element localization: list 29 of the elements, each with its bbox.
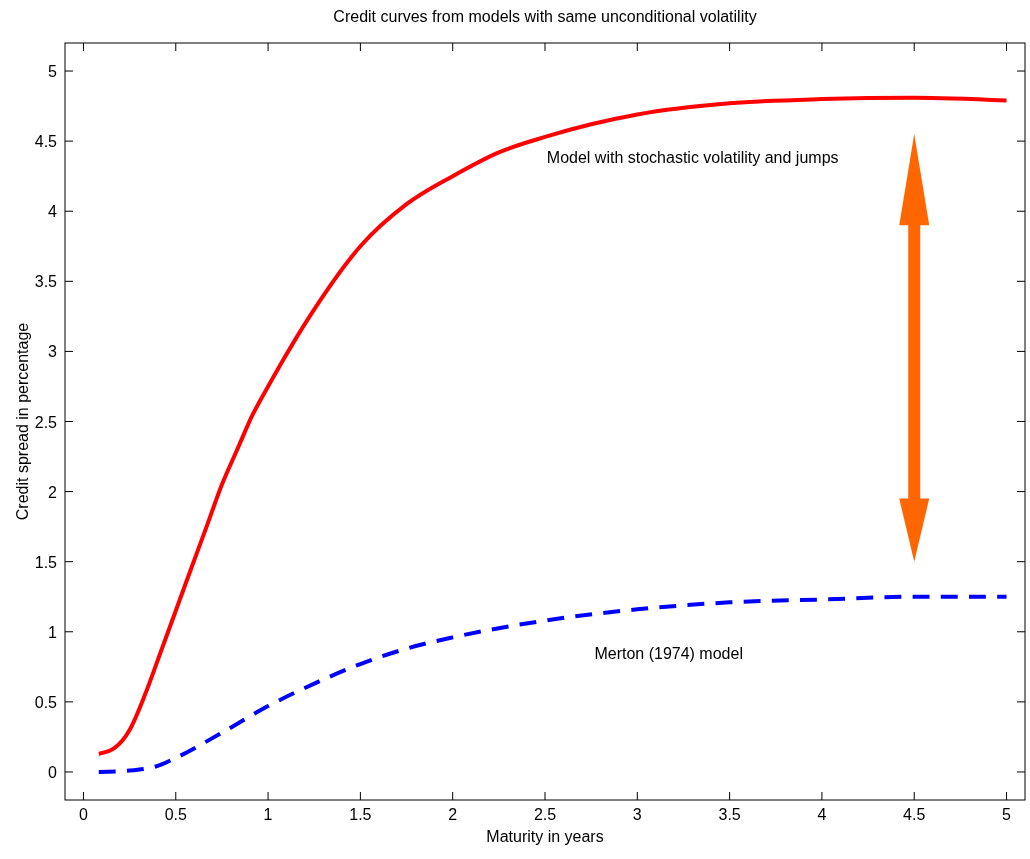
line-series — [96, 594, 1009, 774]
y-tick-label: 4.5 — [34, 133, 58, 151]
x-tick-label: 3.5 — [718, 806, 741, 823]
series-label: Model with stochastic volatility and jumps — [546, 148, 839, 166]
y-tick-label: 3 — [48, 343, 58, 361]
x-tick-label: 4 — [817, 806, 827, 823]
x-tick-label: 0 — [79, 806, 89, 823]
chart-title: Credit curves from models with same unconditional volatility — [333, 8, 757, 25]
y-tick-label: 2 — [48, 483, 58, 501]
x-tick-label: 5 — [1002, 806, 1012, 823]
y-tick-label: 1.5 — [34, 553, 58, 571]
y-axis-title: Credit spread in percentage — [14, 322, 31, 521]
x-tick-label: 4.5 — [903, 806, 926, 823]
y-tick-label: 1 — [48, 623, 58, 641]
y-tick-label: 4 — [48, 203, 58, 221]
y-tick-label: 5 — [48, 63, 58, 81]
y-tick-label: 0.5 — [34, 693, 58, 711]
x-tick-label: 1 — [263, 806, 273, 823]
x-tick-label: 0.5 — [164, 806, 187, 823]
y-tick-label: 2.5 — [34, 413, 58, 431]
series-label: Merton (1974) model — [594, 645, 743, 663]
x-tick-label: 1.5 — [349, 806, 372, 823]
y-tick-label: 3.5 — [34, 273, 58, 291]
x-axis-title: Maturity in years — [486, 828, 604, 845]
x-tick-label: 3 — [632, 806, 642, 823]
x-tick-label: 2.5 — [533, 806, 557, 823]
line-series — [96, 95, 1009, 756]
x-tick-label: 2 — [448, 806, 458, 823]
y-tick-label: 0 — [48, 763, 58, 781]
